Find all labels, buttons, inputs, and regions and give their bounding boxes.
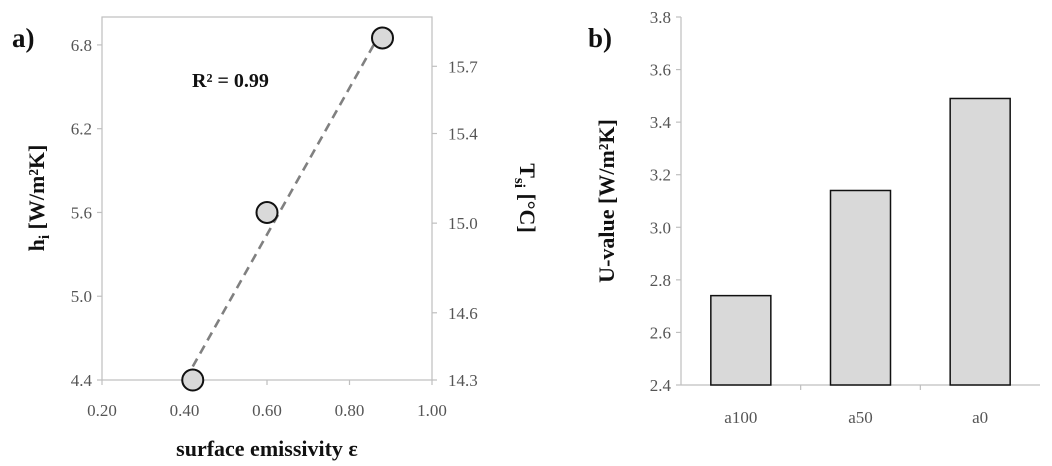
panel-b-bar-chart: b) 2.4 2.6 2.8 3.0 3.2 3.4 3.6 3.8 a100 a50 a0 U-… (588, 8, 1040, 427)
bar-y-tick-label: 3.6 (650, 61, 671, 80)
category-label: a50 (848, 408, 873, 427)
y-tick-label: 5.6 (71, 203, 92, 222)
y-axis-label-left: hi [W/m²K] (24, 145, 53, 252)
y-tick-label: 6.8 (71, 36, 92, 55)
y2-tick-label: 15.4 (448, 125, 478, 144)
bar-a50 (829, 189, 892, 386)
x-tick-label: 0.40 (170, 401, 200, 420)
y2-tick-label: 14.3 (448, 371, 478, 390)
x-tick-label: 0.20 (87, 401, 117, 420)
r-squared-annotation: R² = 0.99 (192, 70, 269, 92)
x-axis-label: surface emissivity ε (176, 436, 358, 461)
bar-y-tick-label: 2.8 (650, 271, 671, 290)
bar-y-tick-label: 2.6 (650, 323, 671, 342)
y-tick-label: 5.0 (71, 287, 92, 306)
bar-y-tick-label: 3.4 (650, 113, 672, 132)
bar-y-tick-label: 3.8 (650, 8, 671, 27)
category-label: a0 (972, 408, 988, 427)
data-point (255, 200, 279, 224)
bar-y-tick-label: 2.4 (650, 376, 672, 395)
panel-b-label: b) (588, 23, 612, 53)
bar-y-tick-label: 3.2 (650, 166, 671, 185)
category-label: a100 (724, 408, 757, 427)
trendline (191, 28, 384, 368)
data-point (371, 26, 394, 50)
bar-y-tick-label: 3.0 (650, 218, 671, 237)
y2-tick-label: 15.0 (448, 214, 478, 233)
panel-a-label: a) (12, 23, 35, 53)
y2-tick-label: 15.7 (448, 57, 478, 76)
y-axis-label-right: Tsi [°C] (511, 163, 540, 233)
u-value-axis-label: U-value [W/m²K] (594, 119, 619, 283)
y-tick-label: 4.4 (71, 371, 93, 390)
y-tick-label: 6.2 (71, 120, 92, 139)
panel-a-scatter-chart: a) 4.45.05.66.26.8 14.314.615.015.415.7 … (12, 16, 540, 461)
x-tick-label: 0.80 (335, 401, 365, 420)
bar-a100 (710, 294, 772, 386)
bar-a0 (949, 97, 1011, 386)
x-tick-label: 1.00 (417, 401, 447, 420)
y2-tick-label: 14.6 (448, 304, 478, 323)
x-tick-label: 0.60 (252, 401, 282, 420)
data-point (181, 368, 205, 392)
